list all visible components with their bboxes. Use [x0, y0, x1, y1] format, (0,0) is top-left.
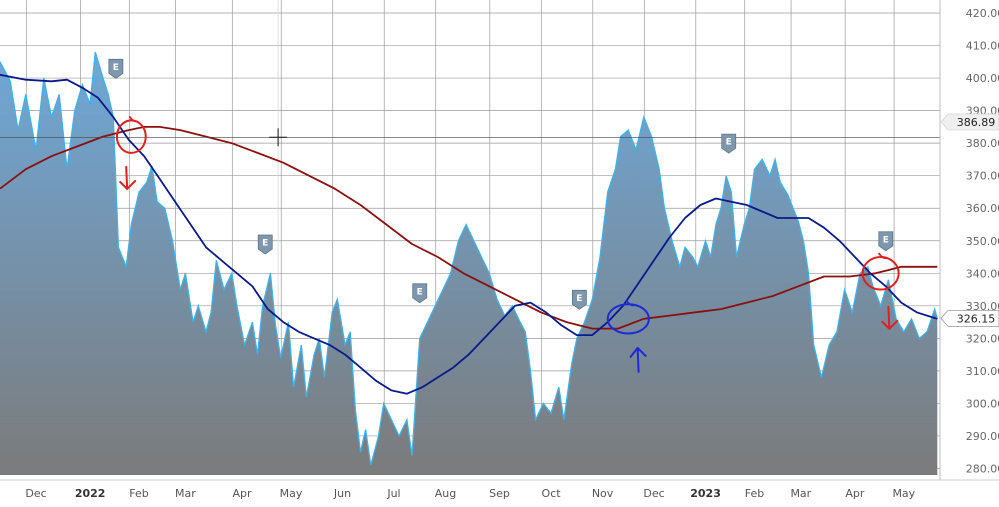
- annotation-arrow-down: [119, 165, 137, 190]
- earnings-marker-shape: [571, 289, 587, 310]
- annotation-circle: [606, 303, 650, 335]
- x-tick-label: 2022: [75, 487, 106, 500]
- earnings-marker-label: E: [417, 287, 423, 297]
- annotation-circle: [115, 119, 147, 154]
- price-area: [0, 52, 938, 475]
- x-tick-label: Jul: [386, 487, 400, 500]
- x-tick-label: Apr: [233, 487, 253, 500]
- y-tick-label: 310.00: [966, 365, 999, 378]
- y-tick-label: 330.00: [966, 300, 999, 313]
- x-tick-label: Oct: [542, 487, 562, 500]
- x-tick-label: Jun: [333, 487, 351, 500]
- annotation-layer: [115, 115, 900, 373]
- ma-50-line: [0, 73, 938, 395]
- moving-average-layer: [0, 73, 938, 395]
- price-tag-faded: 386.89: [940, 113, 999, 131]
- annotation-arrow-down: [881, 305, 899, 330]
- annotation-circle: [861, 256, 900, 291]
- y-tick-label: 370.00: [966, 170, 999, 183]
- earnings-marker-shape: [257, 234, 273, 255]
- overlay-layer: [0, 128, 940, 147]
- earnings-marker-shape: [108, 58, 124, 79]
- x-tick-label: 2023: [690, 487, 721, 500]
- price-tag-box: [940, 309, 999, 327]
- earnings-marker-label: E: [883, 235, 889, 245]
- x-tick-label: Dec: [25, 487, 46, 500]
- y-tick-label: 420.00: [966, 7, 999, 20]
- annotation-arrow-up: [629, 346, 647, 373]
- earnings-marker[interactable]: E: [571, 289, 587, 310]
- x-tick-label: Feb: [129, 487, 148, 500]
- annotation-circle-tail: [625, 299, 635, 307]
- ma-200-line: [0, 126, 938, 330]
- earnings-marker-shape: [412, 283, 428, 304]
- y-tick-label: 320.00: [966, 332, 999, 345]
- price-tag-box: [940, 113, 999, 131]
- x-tick-label: Nov: [592, 487, 614, 500]
- y-tick-label: 360.00: [966, 202, 999, 215]
- price-tag-current: 326.15: [940, 309, 999, 327]
- earnings-marker-label: E: [113, 63, 119, 73]
- y-tick-label: 290.00: [966, 430, 999, 443]
- earnings-marker-shape: [721, 133, 737, 154]
- x-tick-label: May: [892, 487, 915, 500]
- earnings-marker-label: E: [576, 294, 582, 304]
- y-tick-label: 350.00: [966, 235, 999, 248]
- earnings-marker[interactable]: E: [878, 231, 894, 252]
- x-tick-label: Aug: [435, 487, 456, 500]
- x-tick-label: Mar: [790, 487, 811, 500]
- price-tag-label: 386.89: [957, 116, 996, 129]
- x-tick-label: Mar: [175, 487, 196, 500]
- earnings-marker-shape: [878, 231, 894, 252]
- y-tick-label: 280.00: [966, 462, 999, 475]
- annotation-circle-tail: [877, 252, 887, 260]
- x-tick-label: Feb: [745, 487, 764, 500]
- earnings-marker[interactable]: E: [412, 283, 428, 304]
- earnings-marker-layer: E E E E E E: [108, 58, 894, 310]
- x-tick-label: May: [280, 487, 303, 500]
- price-tag-label: 326.15: [957, 312, 996, 325]
- y-tick-label: 400.00: [966, 72, 999, 85]
- earnings-marker[interactable]: E: [257, 234, 273, 255]
- earnings-marker-label: E: [262, 239, 268, 249]
- x-tick-label: Dec: [643, 487, 664, 500]
- earnings-marker[interactable]: E: [108, 58, 124, 79]
- y-tick-label: 380.00: [966, 137, 999, 150]
- earnings-marker[interactable]: E: [721, 133, 737, 154]
- earnings-marker-label: E: [726, 138, 732, 148]
- x-tick-label: Sep: [489, 487, 510, 500]
- annotation-circle-tail: [128, 115, 138, 123]
- y-tick-label: 300.00: [966, 397, 999, 410]
- y-tick-label: 410.00: [966, 40, 999, 53]
- x-tick-label: Apr: [845, 487, 865, 500]
- price-line: [0, 51, 938, 466]
- y-tick-label: 340.00: [966, 267, 999, 280]
- price-area-layer: [0, 51, 938, 475]
